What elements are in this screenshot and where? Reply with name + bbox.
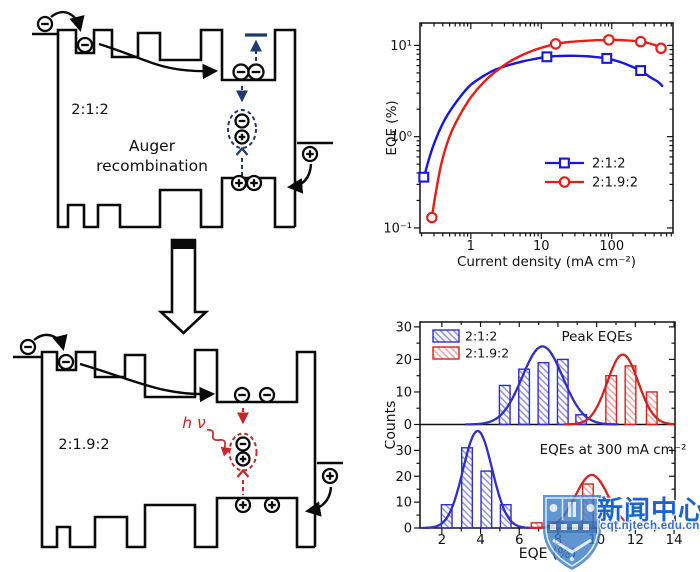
electron-injection-arrow <box>50 10 85 33</box>
electron-icon <box>233 386 251 404</box>
carrier-arrows-bottom <box>33 333 333 517</box>
auger-caption-line2: recombination <box>96 157 208 175</box>
svg-text:30: 30 <box>395 320 412 335</box>
hole-icon <box>301 145 319 163</box>
svg-text:1: 1 <box>467 239 475 254</box>
ratio-label-bottom: 2:1.9:2 <box>58 437 109 453</box>
svg-text:14: 14 <box>665 532 682 548</box>
svg-text:0: 0 <box>404 418 412 433</box>
electron-icon <box>76 36 94 54</box>
eqe-vs-current-density-chart: 1 10 100 10⁻¹ 10⁰ 10¹ Current density (mA cm⁻²… <box>385 22 674 270</box>
axes <box>414 22 674 239</box>
electron-icon <box>235 436 251 452</box>
photon-wavy-arrow-icon <box>206 429 232 457</box>
exciton-icon <box>227 109 257 149</box>
legend: 2:1:2 2:1.9:2 <box>432 329 509 361</box>
panel-title: EQEs at 300 mA cm⁻² <box>540 442 687 458</box>
svg-text:EQE (%): EQE (%) <box>385 100 400 155</box>
radiative-process-icons <box>206 408 258 495</box>
hole-icon <box>245 174 263 192</box>
auger-process-icons <box>227 33 267 176</box>
hole-icon <box>234 129 250 145</box>
svg-text:10: 10 <box>395 496 412 511</box>
gaussian-fit-2:1.9:2 <box>563 353 675 426</box>
axis-labels: 1 10 100 10⁻¹ 10⁰ 10¹ Current density (mA cm⁻²… <box>385 39 636 270</box>
svg-text:Current density (mA cm⁻²): Current density (mA cm⁻²) <box>457 254 636 270</box>
electron-injection-arrow <box>33 333 68 352</box>
svg-text:2:1:2: 2:1:2 <box>592 157 626 172</box>
photon-hv-label: h ν <box>182 414 206 432</box>
ratio-label-top: 2:1:2 <box>71 102 108 118</box>
particle-icons <box>19 15 339 514</box>
svg-text:100: 100 <box>599 239 624 254</box>
gaussian-fit-2:1:2 <box>422 429 533 530</box>
legend: 2:1:2 2:1.9:2 <box>545 157 638 191</box>
hole-icon <box>234 496 252 514</box>
svg-text:12: 12 <box>627 532 644 548</box>
svg-text:2:1.9:2: 2:1.9:2 <box>592 176 638 191</box>
histogram-panel-0: Peak EQEs <box>465 329 675 426</box>
svg-text:6: 6 <box>515 532 524 548</box>
transition-down-arrow-icon <box>157 238 210 335</box>
svg-text:0: 0 <box>404 522 412 537</box>
svg-text:10⁻¹: 10⁻¹ <box>385 221 412 236</box>
auger-caption-line1: Auger <box>129 137 176 155</box>
carrier-arrows-top <box>50 10 313 194</box>
hole-icon <box>321 467 339 485</box>
electron-icon <box>57 353 75 371</box>
electron-icon <box>234 113 250 129</box>
hole-icon <box>263 496 281 514</box>
electron-transport-arrow <box>79 362 216 403</box>
hole-icon <box>230 174 248 192</box>
panel-title: Peak EQEs <box>561 329 632 345</box>
electron-icon <box>258 386 276 404</box>
bars-2:1:2 <box>440 447 512 529</box>
hole-capture-arrowhead-icon <box>236 468 250 478</box>
band-diagrams: 2:1:2 Auger recombination 2:1.9:2 h ν <box>13 10 343 549</box>
svg-text:2: 2 <box>438 532 447 548</box>
svg-text:4: 4 <box>476 532 485 548</box>
hole-injection-arrow <box>286 163 313 194</box>
hole-icon <box>235 451 251 467</box>
svg-text:10⁰: 10⁰ <box>390 130 412 145</box>
svg-text:2:1.9:2: 2:1.9:2 <box>465 346 509 361</box>
series-2:1:2 <box>418 51 664 183</box>
svg-text:10: 10 <box>395 385 412 400</box>
svg-text:10: 10 <box>588 532 605 548</box>
svg-text:30: 30 <box>395 444 412 459</box>
svg-text:20: 20 <box>395 353 412 368</box>
svg-text:20: 20 <box>395 470 412 485</box>
bars-2:1:2 <box>498 358 588 426</box>
valence-band-top <box>56 34 295 229</box>
series-2:1.9:2 <box>426 34 667 224</box>
electron-icon <box>36 15 54 33</box>
band-outline-top <box>32 28 333 229</box>
electron-transport-arrow <box>98 42 219 80</box>
hole-capture-arrowhead-icon <box>235 146 249 156</box>
valence-band-bottom <box>40 357 315 549</box>
bars-2:1.9:2 <box>605 365 658 426</box>
electron-icon <box>247 63 265 81</box>
svg-text:Counts: Counts <box>385 401 399 450</box>
svg-text:10¹: 10¹ <box>390 39 412 54</box>
svg-text:10: 10 <box>533 239 550 254</box>
svg-text:2:1:2: 2:1:2 <box>465 329 497 344</box>
histogram-panel-1: EQEs at 300 mA cm⁻² <box>422 429 687 530</box>
hole-injection-arrow <box>304 486 333 517</box>
electron-icon <box>232 63 250 81</box>
svg-text:EQE (%): EQE (%) <box>519 546 576 562</box>
electron-icon <box>19 338 37 356</box>
gaussian-fit-2:1:2 <box>465 345 619 426</box>
